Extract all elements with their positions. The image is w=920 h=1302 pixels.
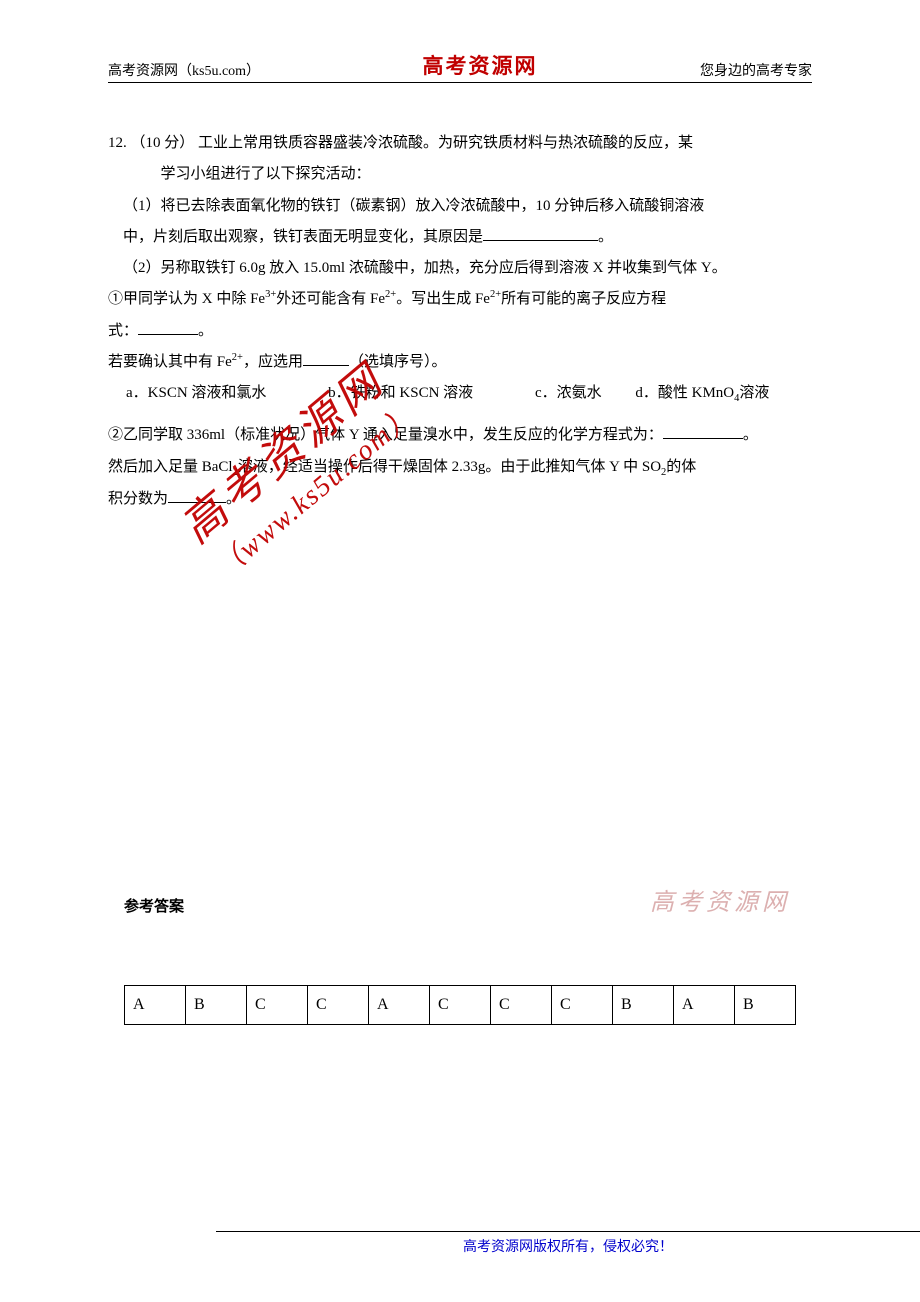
blank-reason [483,226,598,241]
question-points: （10 分） [131,135,195,151]
p5b: ，应选用 [243,354,303,370]
option-a: a．KSCN 溶液和氯水 [126,379,266,408]
question-content: 12. （10 分） 工业上常用铁质容器盛装冷浓硫酸。为研究铁质材料与热浓硫酸的… [108,129,812,514]
p3b: 外还可能含有 Fe [276,291,385,307]
page: 高考资源网（ks5u.com） 高考资源网 您身边的高考专家 12. （10 分… [0,0,920,1302]
option-d-tail: 溶液 [739,379,769,408]
option-d: d．酸性 KMnO4溶液 [635,379,769,409]
answer-heading: 参考答案 [124,895,184,916]
answer-cell: A [674,986,735,1025]
question-intro-line2: 学习小组进行了以下探究活动： [108,160,812,189]
blank-fraction [168,488,226,503]
part2-sub2-line2: 然后加入足量 BaCl2溶液，经适当操作后得干燥固体 2.33g。由于此推知气体… [108,453,812,483]
p8b: 。 [226,491,241,507]
p7c: 的体 [666,459,696,475]
option-c: c．浓氨水 [535,379,602,408]
answer-cell: C [247,986,308,1025]
part2-sub2-line1: ②乙同学取 336ml（标准状况）气体 Y 通入足量溴水中，发生反应的化学方程式… [108,421,812,450]
header-center-title: 高考资源网 [423,50,538,80]
p1c-period: 。 [598,229,613,245]
blank-choice [303,351,349,366]
fe3-sup: 3+ [265,289,276,300]
p8a: 积分数为 [108,491,168,507]
p7b: 溶液，经适当操作后得干燥固体 2.33g。由于此推知气体 Y 中 SO [238,459,661,475]
answer-cell: A [369,986,430,1025]
answer-cell: B [186,986,247,1025]
header-left: 高考资源网（ks5u.com） [108,60,260,80]
part2-sub2-line3: 积分数为 。 [108,485,812,514]
p7a: 然后加入足量 BaCl [108,459,233,475]
p5a: 若要确认其中有 Fe [108,354,232,370]
p5c: （选填序号）。 [349,354,447,370]
option-d-text: d．酸性 KMnO [635,379,734,408]
p6a: ②乙同学取 336ml（标准状况）气体 Y 通入足量溴水中，发生反应的化学方程式… [108,427,663,443]
p3a: ①甲同学认为 X 中除 Fe [108,291,265,307]
part2-sub1-line2: 式： 。 [108,317,812,346]
fe2-sup-2: 2+ [490,289,501,300]
page-footer: 高考资源网版权所有，侵权必究！ [216,1231,920,1256]
header-right: 您身边的高考专家 [700,60,812,80]
p4b: 。 [198,323,213,339]
blank-eq2 [663,424,743,439]
options-row: a．KSCN 溶液和氯水 b．铁粉和 KSCN 溶液 c．浓氨水 d．酸性 KM… [108,379,812,409]
part2-sub1-line1: ①甲同学认为 X 中除 Fe3+外还可能含有 Fe2+。写出生成 Fe2+所有可… [108,285,812,314]
p3d: 所有可能的离子反应方程 [501,291,666,307]
answer-table: A B C C A C C C B A B [124,985,796,1025]
watermark-small: 高考资源网 [650,882,790,917]
part1-line2: 中，片刻后取出观察，铁钉表面无明显变化，其原因是 。 [108,223,812,252]
p3c: 。写出生成 Fe [396,291,490,307]
question-number: 12. [108,135,127,151]
p1b-text: 中，片刻后取出观察，铁钉表面无明显变化，其原因是 [123,229,483,245]
answer-cell: C [552,986,613,1025]
blank-equation [138,320,198,335]
answer-cell: A [125,986,186,1025]
p6b: 。 [743,427,758,443]
option-b: b．铁粉和 KSCN 溶液 [328,379,473,408]
question-intro-line1: 12. （10 分） 工业上常用铁质容器盛装冷浓硫酸。为研究铁质材料与热浓硫酸的… [108,129,812,158]
part2-sub1-line3: 若要确认其中有 Fe2+，应选用 （选填序号）。 [108,348,812,377]
intro-text-1: 工业上常用铁质容器盛装冷浓硫酸。为研究铁质材料与热浓硫酸的反应，某 [198,135,693,151]
part2-line: （2）另称取铁钉 6.0g 放入 15.0ml 浓硫酸中，加热，充分应后得到溶液… [108,254,812,283]
page-header: 高考资源网（ks5u.com） 高考资源网 您身边的高考专家 [108,50,812,83]
answer-cell: B [735,986,796,1025]
answer-cell: C [491,986,552,1025]
answer-cell: C [430,986,491,1025]
answer-cell: C [308,986,369,1025]
part1-line1: （1）将已去除表面氧化物的铁钉（碳素钢）放入冷浓硫酸中，10 分钟后移入硫酸铜溶… [108,192,812,221]
fe2-sup-1: 2+ [385,289,396,300]
fe2-sup-3: 2+ [232,352,243,363]
answer-cell: B [613,986,674,1025]
table-row: A B C C A C C C B A B [125,986,796,1025]
p4a: 式： [108,323,138,339]
